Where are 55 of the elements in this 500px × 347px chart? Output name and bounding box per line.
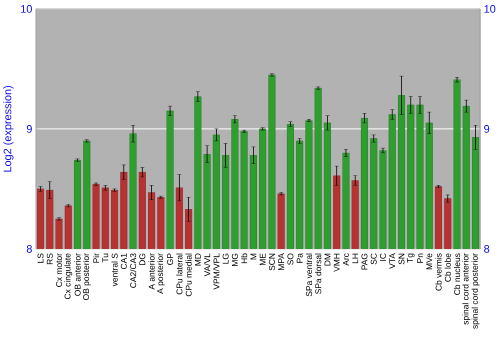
x-tick-label: IC (380, 253, 386, 261)
x-tick-label: MG (232, 254, 238, 266)
x-tick-label: Tu (102, 254, 108, 262)
y2-tick-label: 9 (484, 125, 490, 133)
x-tick-label: A posterior (156, 253, 165, 294)
x-tick-label: SPa dorsal (315, 254, 322, 294)
x-tick-label: A anterior (148, 253, 155, 290)
x-tick-label: OB posterior (82, 253, 91, 300)
x-tick-label: RS (46, 253, 53, 264)
x-tick-label: DG (139, 254, 146, 265)
x-tick-label: SN (398, 254, 404, 264)
y2-tick-label: 8 (484, 245, 490, 253)
x-tick-label: OB anterior (74, 253, 81, 296)
x-tick-label: LH (352, 254, 358, 264)
x-tick-label: LG (222, 254, 229, 264)
x-tick-label: SPa ventral (306, 254, 312, 296)
y-axis-title: Log2 (expression) (3, 86, 14, 172)
x-tick-label: ventral S (111, 253, 118, 286)
x-tick-label: Pir (92, 253, 100, 263)
x-tick-label: M (250, 254, 256, 260)
x-tick-label: Cb lobe (444, 253, 451, 282)
x-tick-label: LS (38, 253, 44, 263)
x-tick-label: spinal cord anterior (462, 253, 470, 324)
x-tick-label: PAG (361, 254, 368, 270)
x-tick-label: Cx cingulate (64, 253, 72, 299)
x-tick-label: SCN (268, 254, 275, 270)
x-tick-label: SC (370, 253, 377, 264)
x-tick-label: VA/VL (204, 253, 210, 276)
y-tick-label: 10 (21, 5, 32, 13)
x-tick-label: Hb (241, 253, 248, 264)
x-tick-label: MD (194, 253, 201, 266)
x-tick-label: MPA (278, 253, 284, 270)
x-tick-label: DM (324, 254, 330, 266)
x-tick-label: VTA (389, 253, 396, 269)
x-tick-label: VPM/VPL (213, 253, 220, 290)
y2-tick-label: 10 (484, 5, 496, 13)
x-tick-label: Cb nucleus (454, 253, 460, 295)
x-tick-label: Cx motor (56, 253, 62, 287)
x-tick-label: Pa (296, 253, 303, 263)
x-tick-label: Tg (406, 254, 415, 263)
x-tick-label: spinal cord posterior (472, 253, 480, 329)
x-tick-label: MVe (426, 253, 432, 270)
x-tick-label: VMH (334, 254, 340, 272)
x-tick-label: Pn (417, 254, 423, 263)
y-tick-label: 8 (26, 245, 32, 253)
x-tick-label: GP (167, 253, 174, 265)
x-tick-label: CA1 (120, 253, 127, 269)
x-tick-label: CA2/CA3 (130, 253, 136, 288)
x-tick-label: Cb vermis (435, 253, 442, 291)
x-tick-label: CPu lateral (176, 254, 182, 294)
x-tick-label: CPu medial (186, 254, 192, 296)
x-tick-label: ME (260, 253, 266, 265)
x-tick-label: SO (287, 253, 294, 265)
y-tick-label: 9 (26, 125, 32, 133)
x-tick-label: Arc (343, 253, 349, 266)
